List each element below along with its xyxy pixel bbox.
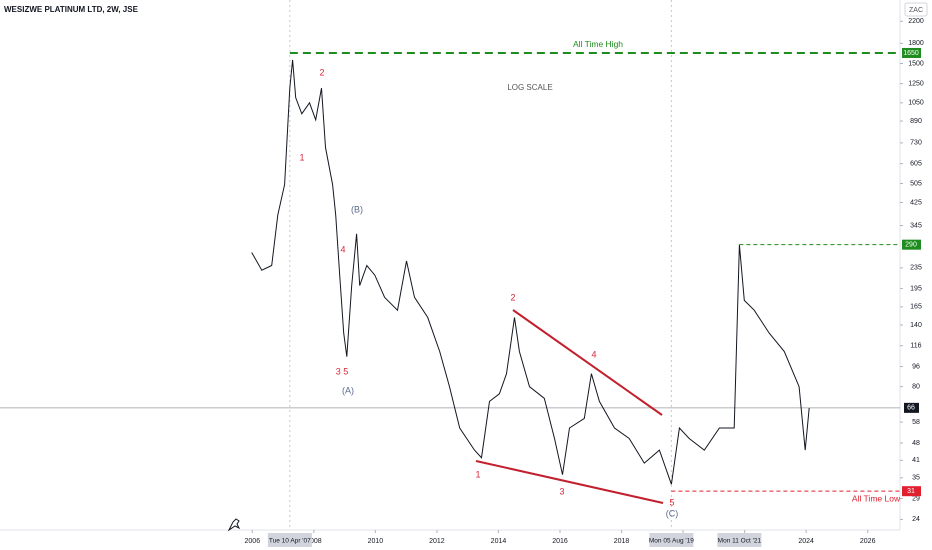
y-tick-label: 890 (910, 118, 922, 125)
x-tick-label: 2024 (798, 538, 814, 545)
date-badge (267, 533, 312, 547)
wave-label: 5 (669, 497, 674, 507)
y-tick-label: 2200 (908, 18, 924, 25)
y-tick-label: 41 (912, 457, 920, 464)
x-tick-label: 2016 (552, 538, 568, 545)
y-tick-label: 96 (912, 363, 920, 370)
wave-label: 1 (475, 469, 480, 479)
wave-label: 1 (299, 152, 304, 162)
y-tick-label: 1050 (908, 100, 924, 107)
y-tick-label: 116 (910, 343, 921, 350)
x-tick-label: 2018 (614, 538, 630, 545)
price-badge (902, 486, 921, 497)
date-badge-label: Mon 05 Aug '19 (649, 538, 694, 545)
y-tick-label: 165 (910, 304, 922, 311)
y-tick-label: 140 (910, 322, 922, 329)
x-tick-label: 2006 (245, 538, 261, 545)
wave-label: (C) (666, 508, 679, 518)
x-tick-label: 2012 (429, 538, 445, 545)
price-badge (902, 47, 921, 58)
trend-line (512, 309, 663, 416)
x-tick-label: 2010 (368, 538, 384, 545)
x-tick-label: 2026 (860, 538, 876, 545)
y-tick-label: 605 (910, 160, 922, 167)
x-tick-label: 2014 (491, 538, 507, 545)
date-badge (649, 533, 694, 547)
price-badge-label: 31 (907, 488, 915, 495)
level-label: All Time High (573, 39, 623, 49)
price-badge (902, 239, 921, 250)
y-tick-label: 29 (912, 495, 920, 502)
date-badge (717, 533, 762, 547)
y-tick-label: 345 (910, 222, 922, 229)
wave-label: 2 (510, 292, 515, 302)
date-badge-label: Tue 10 Apr '07 (269, 538, 311, 545)
date-badge-label: Mon 11 Oct '21 (718, 538, 762, 545)
subtitle: LOG SCALE (507, 83, 552, 92)
chart-title: WESIZWE PLATINUM LTD, 2W, JSE (4, 5, 139, 14)
wave-label: 4 (340, 244, 345, 254)
price-badge (904, 402, 919, 413)
y-tick-label: 1250 (908, 80, 924, 87)
wave-label: 4 (591, 349, 596, 359)
y-tick-label: 425 (910, 199, 922, 206)
currency-box (904, 2, 928, 17)
y-tick-label: 80 (912, 384, 920, 391)
trend-line (475, 460, 664, 504)
price-badge-label: 290 (905, 242, 917, 249)
y-tick-label: 235 (910, 265, 922, 272)
currency: ZAC (909, 7, 923, 14)
y-tick-label: 58 (912, 419, 920, 426)
y-tick-label: 48 (912, 440, 920, 447)
y-tick-label: 35 (912, 475, 920, 482)
y-tick-label: 1800 (908, 40, 924, 47)
price-badge-label: 1650 (903, 50, 919, 57)
level-label: All Time Low (852, 493, 901, 503)
wave-label: (B) (351, 204, 363, 214)
y-tick-label: 505 (910, 180, 922, 187)
y-tick-label: 24 (912, 516, 920, 523)
wave-label: 3 (559, 486, 564, 496)
wave-label: 2 (319, 67, 324, 77)
x-tick-label: 2008 (306, 538, 322, 545)
y-tick-label: 1500 (908, 60, 924, 67)
y-tick-label: 195 (910, 285, 922, 292)
price-badge-label: 66 (907, 405, 915, 412)
price-line (251, 59, 810, 485)
wave-label: 3 5 (336, 366, 349, 376)
wave-label: (A) (342, 385, 354, 395)
y-tick-label: 730 (910, 140, 922, 147)
logo (227, 518, 241, 532)
